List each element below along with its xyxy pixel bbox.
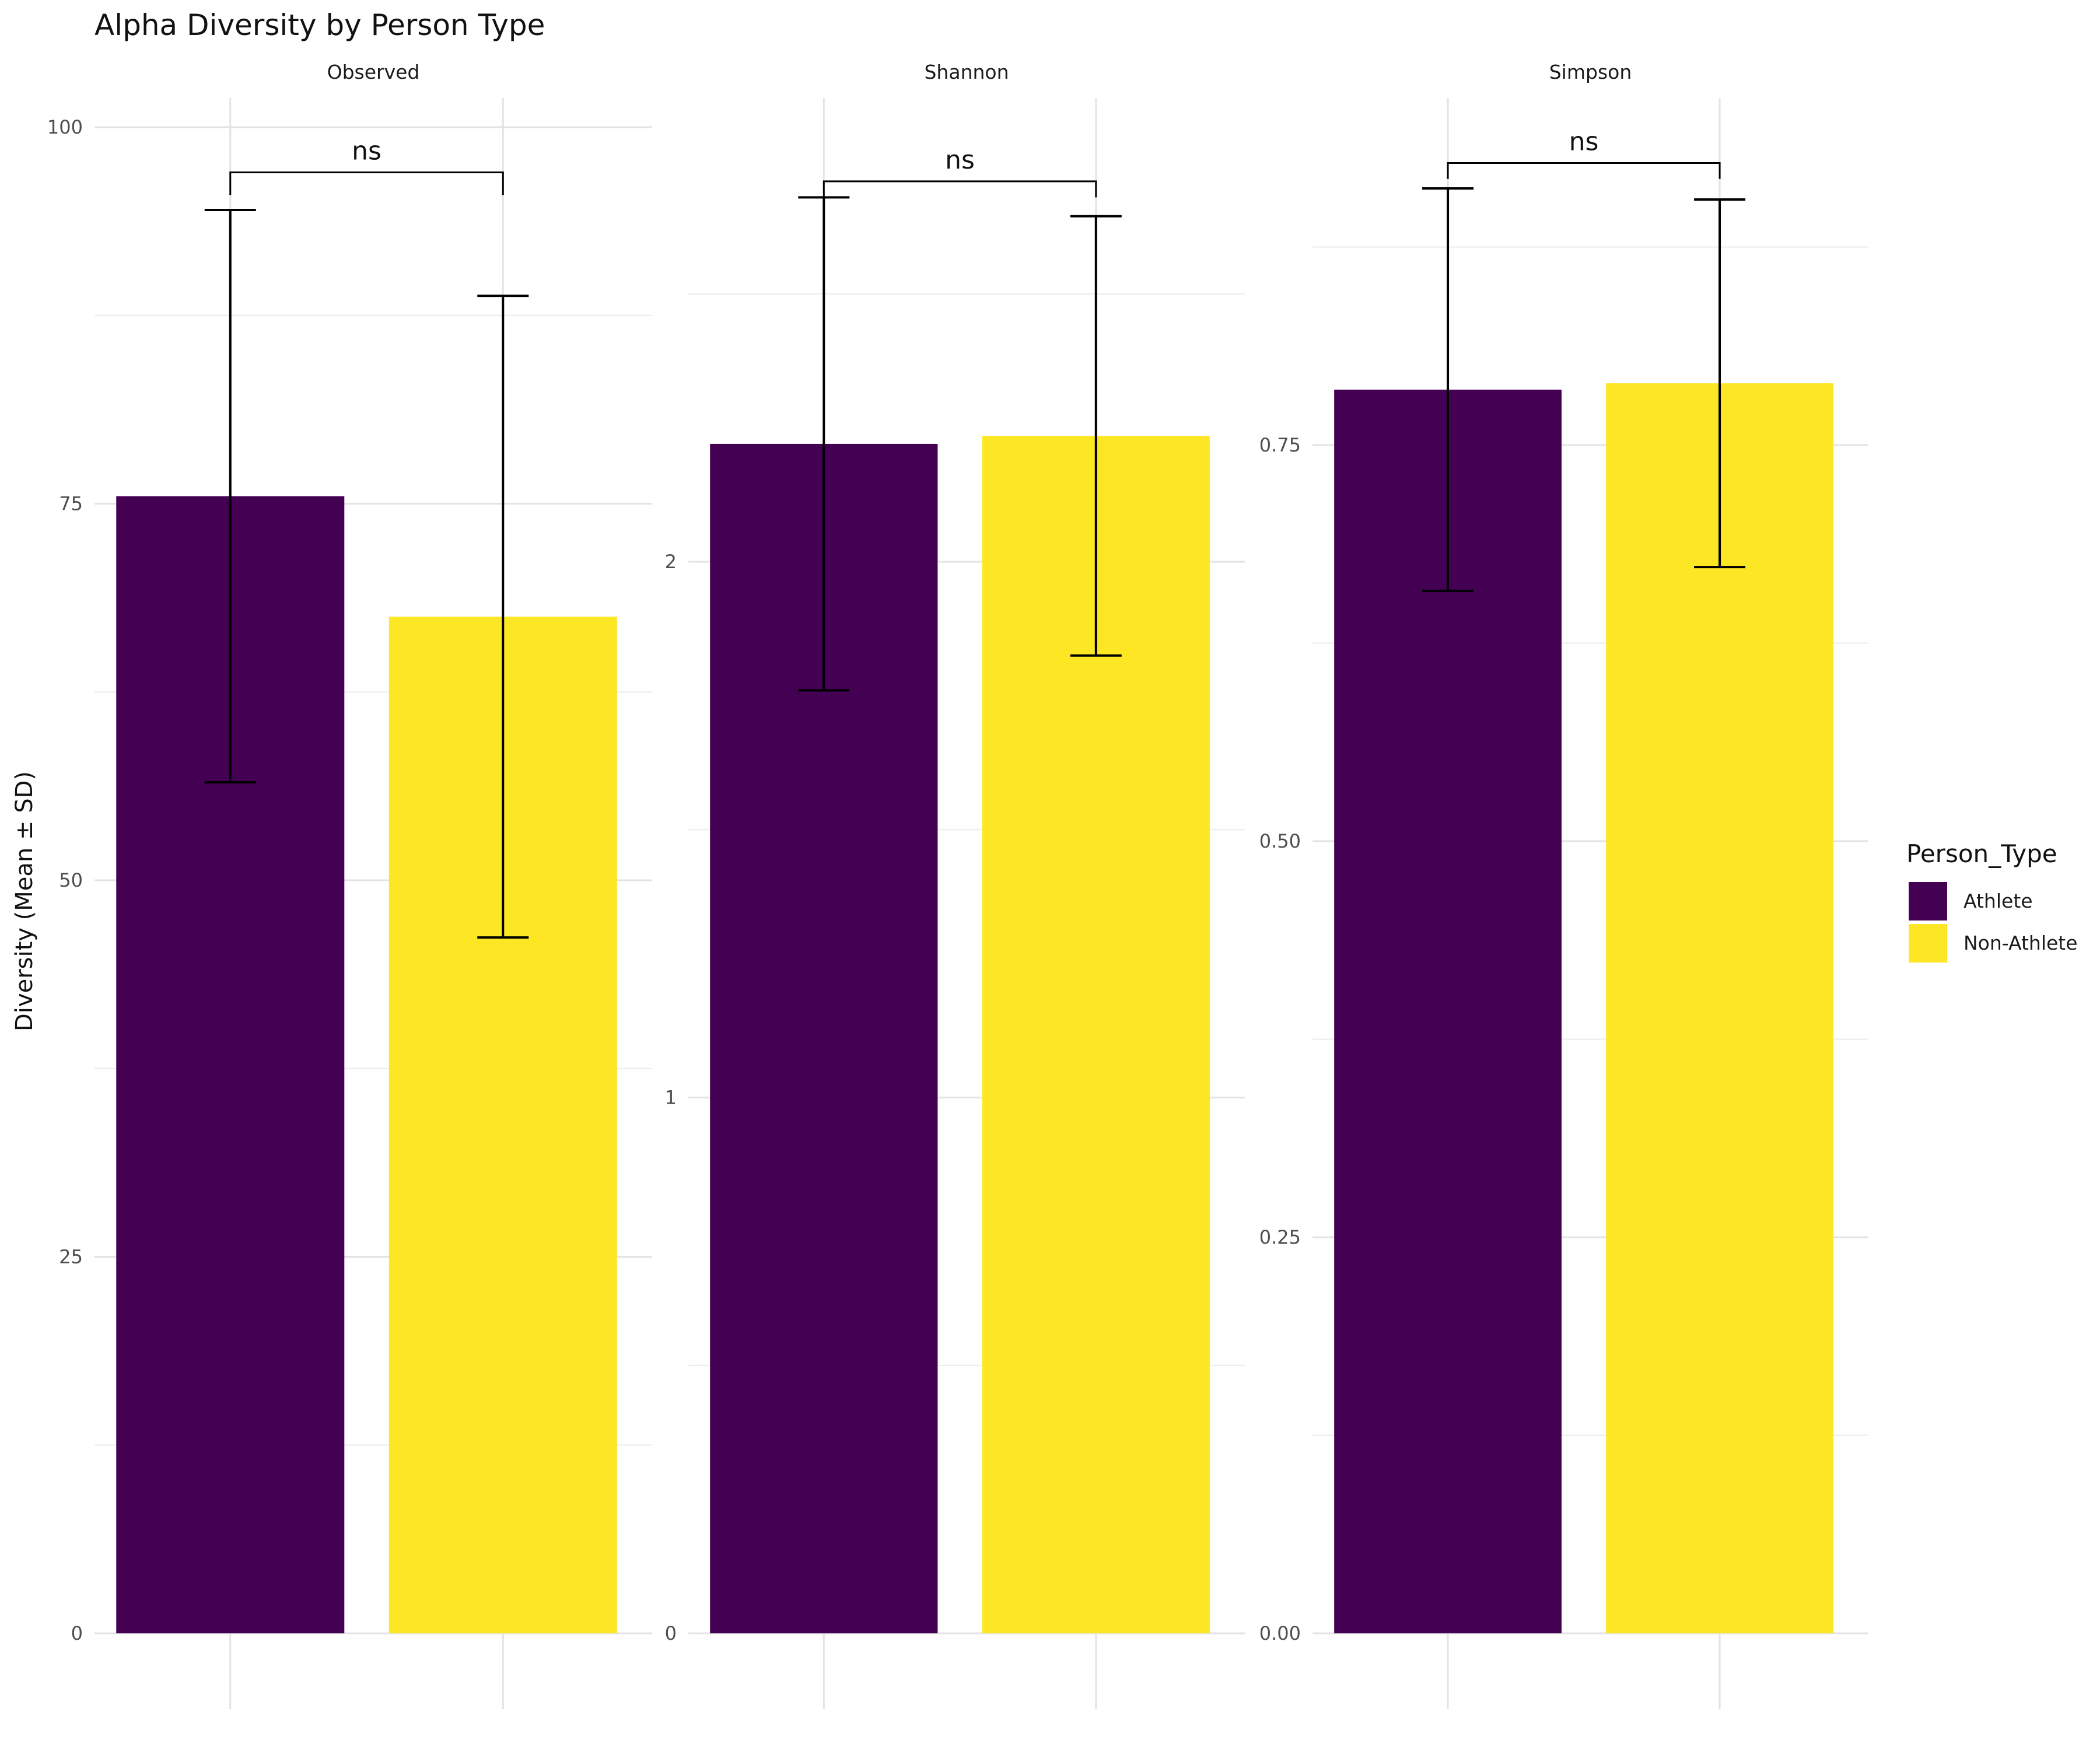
y-tick-label: 0.00 <box>1259 1622 1301 1644</box>
facet-panels: Observed 0 25 50 75 100 ns Shannon 0 1 2 ns Simpson 0… <box>47 61 1868 1709</box>
legend-title: Person_Type <box>1906 839 2057 868</box>
y-tick-label: 50 <box>59 869 83 891</box>
y-axis-title: Diversity (Mean ± SD) <box>11 771 38 1031</box>
significance-label: ns <box>945 145 975 175</box>
legend-label-non-athlete: Non-Athlete <box>1964 932 2078 954</box>
strip-label-shannon: Shannon <box>924 61 1009 83</box>
strip-label-observed: Observed <box>327 61 420 83</box>
significance-bracket <box>229 171 504 195</box>
legend-key-athlete <box>1909 882 1947 921</box>
legend-label-athlete: Athlete <box>1964 890 2033 912</box>
significance-bracket <box>822 180 1097 198</box>
significance-bracket <box>1447 162 1721 179</box>
bar-athlete <box>1334 389 1562 1634</box>
legend-key-non-athlete <box>1909 924 1947 963</box>
y-tick-label: 0.25 <box>1259 1226 1301 1248</box>
y-tick-label: 1 <box>665 1087 677 1109</box>
panel-observed: Observed 0 25 50 75 100 ns <box>47 61 652 1709</box>
significance-label: ns <box>1569 127 1599 157</box>
bar-non-athlete <box>1606 383 1833 1634</box>
y-tick-label: 2 <box>665 551 677 573</box>
y-tick-label: 0.75 <box>1259 434 1301 456</box>
significance-label: ns <box>352 136 382 166</box>
y-tick-label: 0.50 <box>1259 830 1301 852</box>
y-tick-label: 100 <box>47 116 83 138</box>
y-tick-label: 75 <box>59 493 83 515</box>
y-tick-label: 25 <box>59 1246 83 1268</box>
strip-label-simpson: Simpson <box>1549 61 1632 83</box>
panel-simpson: Simpson 0.00 0.25 0.50 0.75 ns <box>1259 61 1868 1709</box>
y-tick-label: 0 <box>71 1622 83 1644</box>
y-tick-label: 0 <box>665 1622 677 1644</box>
legend: Person_Type Athlete Non-Athlete <box>1906 839 2078 963</box>
chart-title: Alpha Diversity by Person Type <box>94 8 545 42</box>
panel-shannon: Shannon 0 1 2 ns <box>665 61 1245 1709</box>
